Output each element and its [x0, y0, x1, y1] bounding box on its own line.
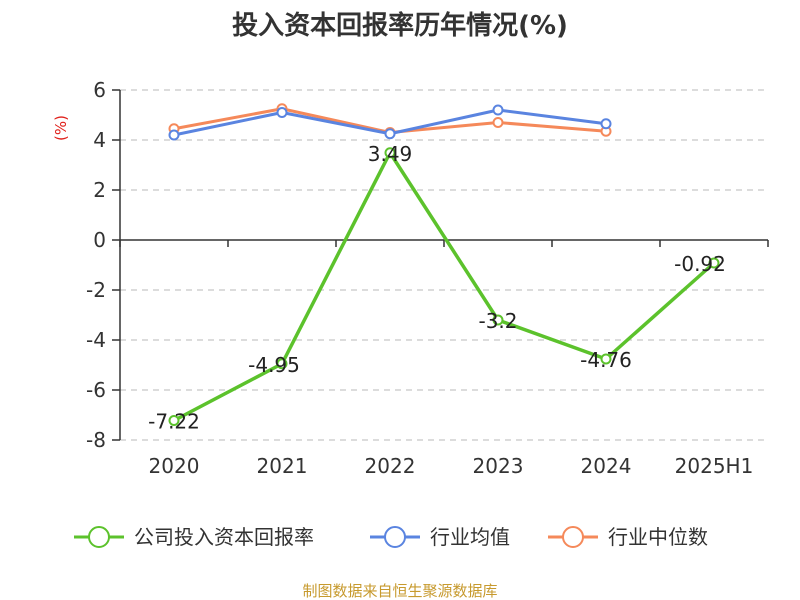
legend-item[interactable]: 行业中位数	[548, 525, 708, 549]
y-tick-label: -8	[86, 428, 106, 452]
y-tick-label: 4	[93, 128, 106, 152]
data-label: -3.2	[478, 309, 517, 333]
data-label: -4.76	[580, 348, 632, 372]
data-point[interactable]	[600, 353, 612, 365]
x-tick-label: 2021	[257, 454, 308, 478]
data-point[interactable]	[384, 147, 396, 159]
x-tick-label: 2023	[473, 454, 524, 478]
series-line	[173, 151, 716, 423]
source-note: 制图数据来自恒生聚源数据库	[302, 582, 497, 600]
y-tick-label: -6	[86, 378, 106, 402]
data-labels: -7.22 -4.95 3.49 -3.2 -4.76 -0.92	[148, 142, 726, 434]
data-point[interactable]	[708, 257, 720, 269]
y-tick-label: -2	[86, 278, 106, 302]
data-label: 3.49	[368, 142, 413, 166]
data-point[interactable]	[492, 104, 504, 116]
legend-item[interactable]: 行业均值	[370, 525, 510, 549]
data-point[interactable]	[384, 128, 396, 140]
data-label: -0.92	[674, 252, 726, 276]
data-point[interactable]	[276, 358, 288, 370]
axes: 6 4 2 0 -2 -4 -6 -8 2020 2021 2022 2023 2024 2025H1	[86, 78, 769, 478]
legend-item[interactable]: 公司投入资本回报率	[74, 525, 314, 549]
series-group	[168, 103, 720, 426]
y-tick-label: 2	[93, 178, 106, 202]
data-point[interactable]	[168, 129, 180, 141]
x-tick-label: 2020	[149, 454, 200, 478]
x-tick-label: 2022	[365, 454, 416, 478]
y-axis-unit-label: (%)	[52, 115, 70, 141]
chart-title: 投入资本回报率历年情况(%)	[232, 10, 568, 41]
y-tick-label: -4	[86, 328, 106, 352]
legend-swatch-marker	[384, 526, 406, 548]
legend-label: 行业中位数	[608, 525, 708, 549]
legend[interactable]: 公司投入资本回报率 行业均值 行业中位数	[74, 525, 708, 549]
legend-swatch-marker	[562, 526, 584, 548]
x-tick-label: 2025H1	[675, 454, 754, 478]
data-point[interactable]	[492, 314, 504, 326]
legend-swatch-marker	[88, 526, 110, 548]
gridlines	[120, 89, 768, 441]
y-tick-label: 6	[93, 78, 106, 102]
y-tick-label: 0	[93, 228, 106, 252]
data-point[interactable]	[492, 117, 504, 128]
data-point[interactable]	[168, 415, 180, 426]
data-label: -7.22	[148, 410, 200, 434]
legend-label: 行业均值	[430, 525, 510, 549]
data-point[interactable]	[600, 118, 612, 130]
data-point[interactable]	[276, 107, 288, 118]
data-label: -4.95	[248, 353, 300, 377]
legend-label: 公司投入资本回报率	[134, 525, 314, 549]
x-tick-label: 2024	[581, 454, 632, 478]
